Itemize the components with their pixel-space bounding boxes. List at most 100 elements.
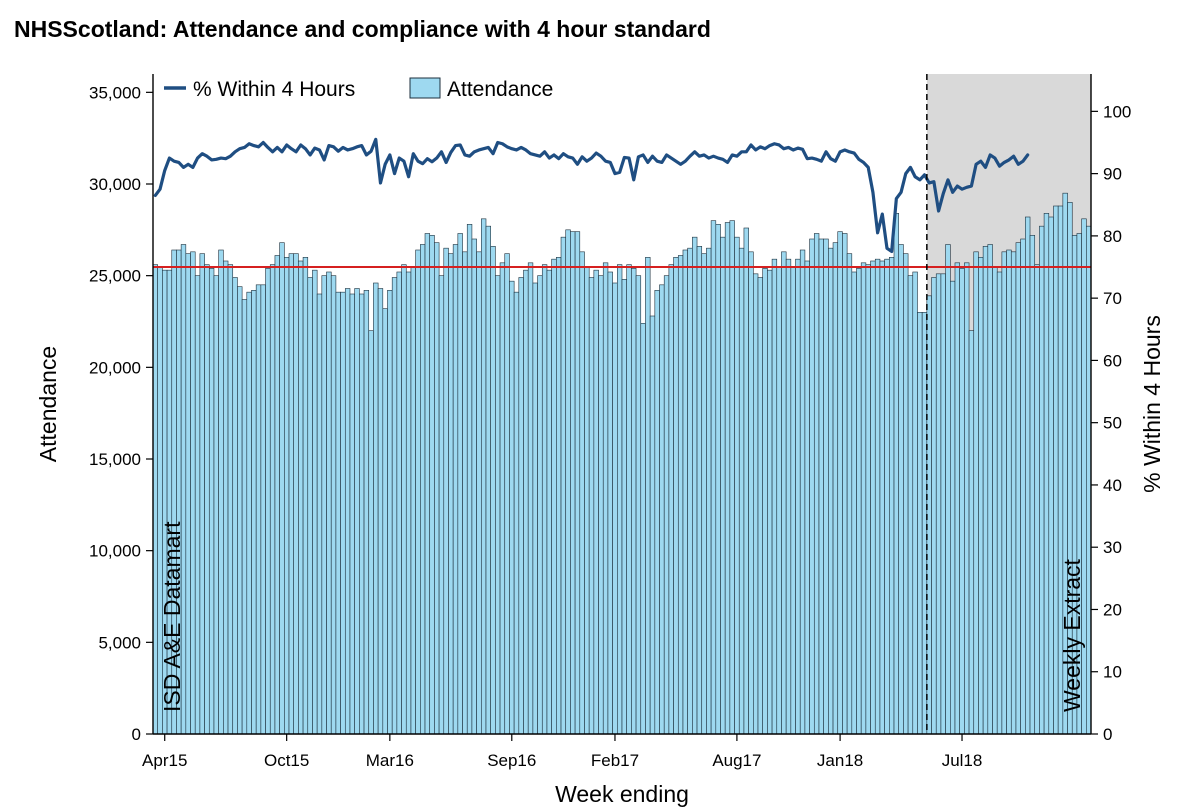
attendance-bar — [729, 220, 735, 735]
chart-title: NHSScotland: Attendance and compliance w… — [14, 16, 711, 42]
attendance-bar — [715, 224, 721, 735]
attendance-bar — [949, 280, 956, 735]
attendance-bar — [546, 269, 552, 735]
attendance-bar — [809, 238, 815, 735]
attendance-bar — [734, 236, 740, 735]
attendance-bar — [556, 257, 562, 735]
attendance-bar — [340, 291, 346, 735]
attendance-bar — [344, 288, 351, 735]
attendance-bar — [429, 235, 435, 735]
y-tick-label: 20,000 — [89, 358, 141, 377]
attendance-bar — [368, 330, 374, 735]
attendance-bar — [846, 253, 853, 735]
attendance-bar — [405, 271, 412, 735]
attendance-bar — [1006, 249, 1012, 735]
attendance-bar — [448, 253, 454, 735]
x-axis-title: Week ending — [555, 781, 689, 807]
attendance-bar — [626, 264, 632, 735]
attendance-bar — [907, 275, 914, 735]
attendance-bar — [579, 251, 585, 735]
attendance-bar — [495, 275, 501, 735]
attendance-bar — [992, 266, 998, 735]
attendance-bar — [382, 308, 388, 735]
attendance-bar — [968, 330, 975, 735]
attendance-bar — [617, 264, 623, 735]
y2-tick-label: 10 — [1103, 663, 1122, 682]
attendance-bar — [860, 262, 867, 735]
attendance-bar — [982, 246, 989, 735]
attendance-bar — [593, 269, 599, 735]
attendance-bar — [237, 286, 243, 735]
attendance-bar — [293, 253, 299, 735]
y2-tick-label: 50 — [1103, 414, 1122, 433]
attendance-bar — [471, 238, 477, 735]
attendance-bar — [1010, 251, 1017, 735]
attendance-bar — [696, 246, 703, 735]
attendance-bar — [818, 238, 824, 735]
attendance-bar — [208, 268, 215, 735]
attendance-bar — [480, 218, 487, 735]
attendance-bar — [401, 264, 407, 735]
attendance-bar — [795, 258, 801, 735]
attendance-bar — [532, 282, 538, 735]
y-axis-title: Attendance — [35, 346, 61, 462]
attendance-bar — [790, 266, 796, 735]
attendance-bar — [799, 249, 806, 735]
attendance-bar — [204, 264, 210, 735]
attendance-bar — [940, 273, 946, 735]
attendance-bar — [307, 277, 313, 735]
attendance-bar — [476, 251, 482, 735]
x-tick-label: Oct15 — [264, 751, 309, 770]
attendance-bar — [677, 255, 684, 735]
attendance-bar — [720, 236, 726, 735]
attendance-bar — [199, 253, 205, 735]
attendance-bar — [241, 299, 248, 735]
attendance-bar — [541, 264, 548, 735]
attendance-bar — [387, 290, 393, 735]
y2-axis-title: % Within 4 Hours — [1139, 315, 1165, 493]
attendance-bar — [663, 275, 670, 735]
attendance-bar — [710, 220, 717, 735]
attendance-bar — [954, 262, 960, 735]
attendance-bar — [837, 231, 843, 735]
attendance-bar — [269, 264, 276, 735]
attendance-bar — [682, 249, 688, 735]
annotation-isd-datamart: ISD A&E Datamart — [159, 521, 185, 712]
attendance-bar — [335, 291, 341, 735]
attendance-bar — [1039, 225, 1045, 735]
y-tick-label: 10,000 — [89, 542, 141, 561]
attendance-bar — [856, 268, 862, 735]
attendance-bar — [560, 236, 567, 735]
attendance-bar — [584, 266, 590, 735]
attendance-bar — [274, 255, 280, 735]
attendance-bar — [1029, 235, 1036, 735]
attendance-bar — [649, 315, 656, 735]
attendance-bar — [255, 284, 262, 735]
percent-within-4-hours-line — [153, 137, 1030, 254]
attendance-bar — [903, 253, 909, 735]
attendance-bars — [152, 192, 1092, 735]
attendance-bar — [935, 273, 942, 735]
attendance-bar — [931, 277, 937, 735]
attendance-bar — [753, 273, 759, 735]
attendance-bar — [631, 268, 637, 735]
attendance-bar — [1025, 216, 1031, 735]
attendance-bar — [884, 258, 890, 735]
attendance-bar — [964, 262, 970, 735]
attendance-bar — [518, 277, 524, 735]
attendance-bar — [265, 268, 271, 735]
attendance-bar — [438, 275, 445, 735]
attendance-bar — [865, 264, 871, 735]
attendance-bar — [466, 224, 473, 735]
attendance-bar — [452, 244, 459, 735]
annotation-weekly-extract: Weekly Extract — [1059, 558, 1085, 712]
attendance-bar — [706, 247, 712, 735]
attendance-bar — [804, 260, 810, 735]
attendance-bar — [1015, 242, 1021, 735]
attendance-bar — [499, 262, 506, 735]
attendance-bar — [377, 288, 384, 735]
attendance-bar — [373, 282, 379, 735]
attendance-bar — [757, 277, 764, 735]
attendance-bar — [588, 277, 595, 735]
